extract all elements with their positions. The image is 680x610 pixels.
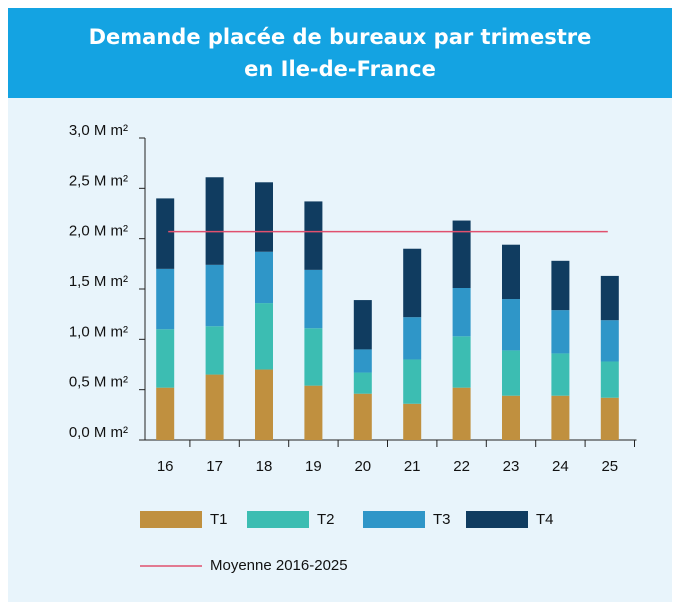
bar-segment xyxy=(502,244,520,300)
bar-segment xyxy=(205,264,224,327)
bar-segment xyxy=(452,387,471,440)
legend-label: T2 xyxy=(317,511,335,528)
bar-segment xyxy=(353,300,372,350)
bar-segment xyxy=(353,372,372,394)
bar-segment xyxy=(304,269,323,329)
bar-segment xyxy=(156,387,175,440)
x-tick-label: 23 xyxy=(503,458,520,475)
bar-segment xyxy=(353,393,372,440)
bar-segment xyxy=(452,336,471,388)
bar-segment xyxy=(205,177,224,265)
bar-segment xyxy=(403,317,422,360)
bar-segment xyxy=(600,320,619,362)
y-tick-label: 0,0 M m² xyxy=(69,424,128,441)
x-tick-label: 21 xyxy=(404,458,421,475)
bar-segment xyxy=(156,329,175,388)
bar-segment xyxy=(600,361,619,398)
legend-swatch xyxy=(247,511,309,528)
x-tick-label: 20 xyxy=(354,458,371,475)
bar-segment xyxy=(551,260,570,311)
bar-segment xyxy=(304,328,323,386)
bar-segment xyxy=(255,251,273,304)
bar-segment xyxy=(255,369,273,440)
bar-segment xyxy=(255,182,273,252)
bar-segment xyxy=(304,201,323,270)
legend-swatch xyxy=(363,511,425,528)
bar-segment xyxy=(551,353,570,396)
legend-label: Moyenne 2016-2025 xyxy=(210,557,348,574)
bar-segment xyxy=(551,310,570,354)
bar-segment xyxy=(403,248,422,318)
y-tick-label: 2,0 M m² xyxy=(69,223,128,240)
y-tick-label: 1,0 M m² xyxy=(69,323,128,340)
legend-swatch xyxy=(466,511,528,528)
x-tick-label: 16 xyxy=(157,458,174,475)
bar-segment xyxy=(156,268,175,330)
bar-segment xyxy=(255,303,273,370)
y-tick-label: 0,5 M m² xyxy=(69,374,128,391)
y-tick-label: 1,5 M m² xyxy=(69,273,128,290)
bar-segment xyxy=(205,374,224,440)
legend-swatch xyxy=(140,511,202,528)
x-tick-label: 25 xyxy=(601,458,618,475)
bar-segment xyxy=(156,198,175,269)
bar-segment xyxy=(403,403,422,440)
bar-segment xyxy=(551,395,570,440)
bar-segment xyxy=(403,359,422,404)
header: Demande placée de bureaux par trimestre … xyxy=(8,8,672,98)
bar-segment xyxy=(205,326,224,375)
x-tick-label: 22 xyxy=(453,458,470,475)
legend-label: T4 xyxy=(536,511,554,528)
bar-segment xyxy=(502,350,520,396)
bar-segment xyxy=(502,299,520,351)
x-tick-label: 17 xyxy=(206,458,223,475)
bar-segment xyxy=(353,349,372,373)
legend-label: T3 xyxy=(433,511,451,528)
bar-segment xyxy=(452,220,471,288)
bar-segment xyxy=(600,275,619,321)
bar-segment xyxy=(600,397,619,440)
legend-label: T1 xyxy=(210,511,228,528)
chart-title: Demande placée de bureaux par trimestre … xyxy=(88,25,592,81)
y-tick-label: 3,0 M m² xyxy=(69,122,128,139)
bar-segment xyxy=(502,395,520,440)
bar-segment xyxy=(304,385,323,440)
y-tick-label: 2,5 M m² xyxy=(69,172,128,189)
x-tick-label: 18 xyxy=(256,458,273,475)
x-tick-label: 19 xyxy=(305,458,322,475)
bar-segment xyxy=(452,287,471,337)
x-tick-label: 24 xyxy=(552,458,569,475)
